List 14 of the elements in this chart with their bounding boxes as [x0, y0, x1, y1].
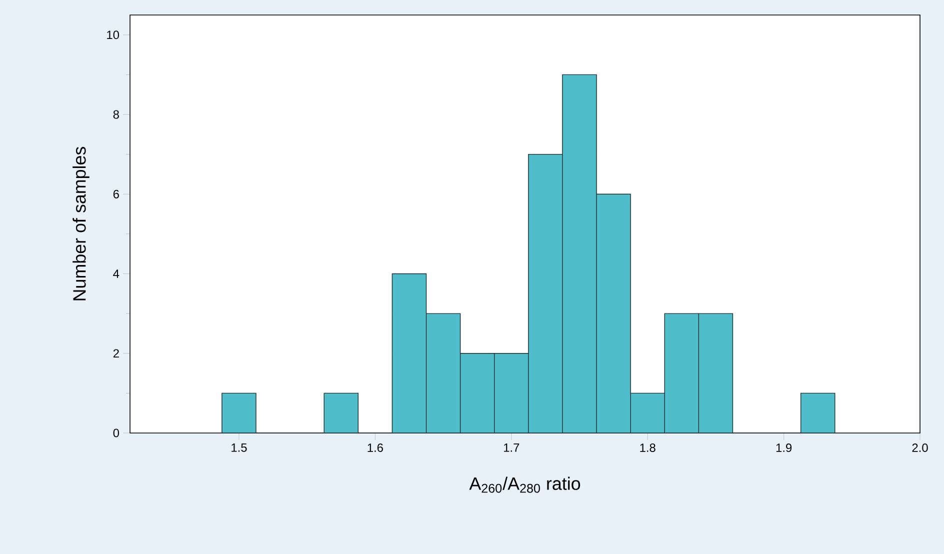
x-tick-label: 1.8: [640, 444, 656, 452]
y-tick-label: 0: [113, 428, 120, 438]
y-tick-label: 10: [107, 30, 120, 40]
x-tick-label: 1.5: [232, 444, 247, 452]
x-axis-title: A$_{260}$/A$_{280}$ ratio: [469, 476, 580, 493]
x-tick-label: 1.7: [504, 444, 520, 452]
x-tick-label: 1.9: [776, 444, 792, 452]
y-tick-label: 8: [113, 110, 119, 119]
y-axis-title: Number of samples: [72, 146, 90, 300]
y-tick-label: 2: [113, 349, 119, 358]
x-tick-label: 1.6: [368, 444, 383, 452]
y-tick-label: 6: [113, 190, 119, 198]
y-tick-label: 4: [113, 270, 120, 278]
x-tick-label: 2.0: [912, 444, 928, 452]
